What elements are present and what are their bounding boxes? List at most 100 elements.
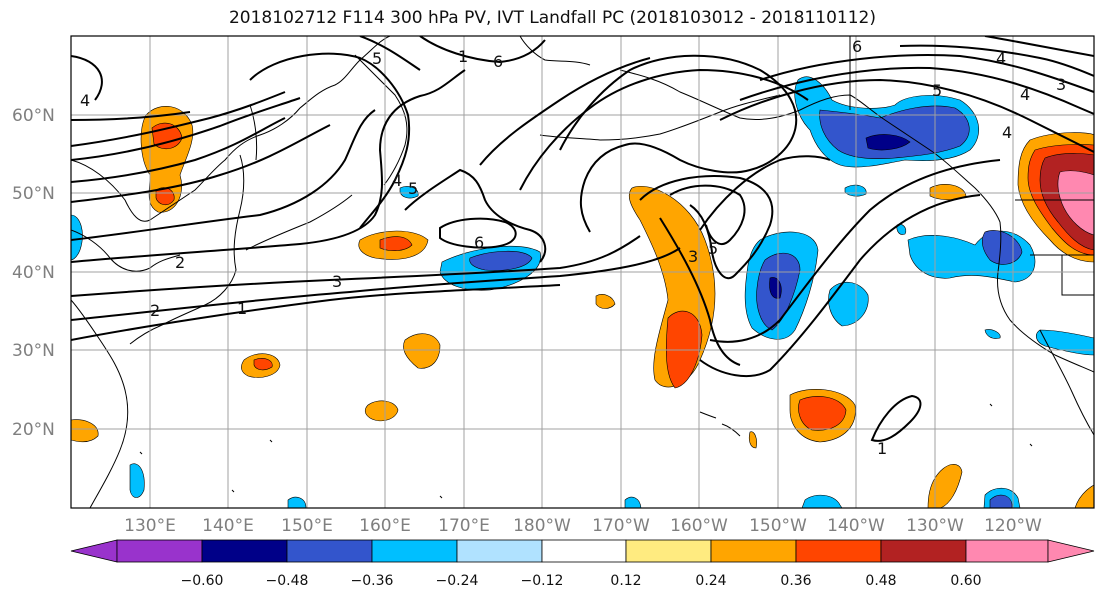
pv-contour-line bbox=[249, 52, 411, 229]
pv-contours bbox=[71, 36, 1094, 442]
negative-anomaly-blob bbox=[624, 496, 642, 508]
contour-label: 4 bbox=[1002, 123, 1012, 142]
negative-anomaly-blob bbox=[801, 494, 843, 508]
negative-anomaly-blob bbox=[71, 214, 83, 261]
colorbar-tick-label: 0.36 bbox=[780, 573, 811, 589]
pv-contour-line bbox=[699, 194, 981, 378]
contour-labels: 5 1 6 4 4 5 6 2 2 3 1 3 5 4 1 6 4 5 4 3 bbox=[80, 37, 1066, 458]
map-title: 2018102712 F114 300 hPa PV, IVT Landfall… bbox=[228, 8, 876, 28]
longitude-labels: 130°E 140°E 150°E 160°E 170°E 180°W 170°… bbox=[124, 516, 1042, 536]
pv-contour-line bbox=[759, 54, 1094, 93]
contour-label: 4 bbox=[392, 171, 402, 190]
positive-anomaly-core bbox=[798, 396, 847, 431]
contour-label: 2 bbox=[150, 301, 160, 320]
pv-contour-line bbox=[71, 109, 376, 241]
colorbar-tick-label: −0.36 bbox=[351, 573, 394, 589]
pv-contour-line bbox=[71, 55, 103, 101]
lat-tick-label: 20°N bbox=[12, 420, 55, 440]
colorbar-tick-label: 0.24 bbox=[695, 573, 726, 589]
contour-label: 6 bbox=[493, 52, 503, 71]
contour-label: 4 bbox=[996, 49, 1006, 68]
pv-contour-line bbox=[404, 168, 547, 263]
pv-contour-line bbox=[419, 36, 546, 64]
pv-contour-line bbox=[71, 284, 561, 341]
pv-contour-line bbox=[479, 57, 651, 166]
colorbar-segment bbox=[710, 539, 797, 563]
colorbar-extend-low bbox=[70, 539, 118, 563]
contour-label: 3 bbox=[332, 272, 342, 291]
pv-contour-line bbox=[639, 175, 774, 280]
contour-label: 4 bbox=[1020, 85, 1030, 104]
shaded-fields bbox=[71, 76, 1094, 508]
asia-coastline bbox=[71, 36, 391, 222]
positive-anomaly-blob bbox=[403, 333, 441, 369]
baja-coast bbox=[1039, 329, 1094, 436]
lon-tick-label: 180°W bbox=[513, 516, 571, 536]
negative-anomaly-core bbox=[819, 105, 970, 160]
pv-contour-line bbox=[699, 155, 831, 231]
contour-label: 2 bbox=[175, 253, 185, 272]
lat-tick-label: 50°N bbox=[12, 184, 55, 204]
negative-anomaly-blob bbox=[399, 186, 419, 199]
kamchatka-coastline bbox=[354, 54, 408, 186]
contour-label: 3 bbox=[688, 247, 698, 266]
positive-anomaly-blob bbox=[1074, 484, 1094, 508]
negative-anomaly-blob bbox=[896, 223, 907, 235]
pv-contour-line bbox=[71, 97, 301, 161]
pv-contour-line bbox=[559, 54, 798, 233]
pv-contour-line bbox=[519, 68, 809, 191]
negative-anomaly-blob bbox=[129, 463, 145, 498]
negative-anomaly-blob bbox=[287, 496, 307, 508]
colorbar-segment bbox=[795, 539, 882, 563]
lon-tick-label: 150°E bbox=[281, 516, 333, 536]
colorbar-segment bbox=[880, 539, 967, 563]
negative-anomaly-max bbox=[865, 134, 911, 151]
hawaiian-islands bbox=[699, 411, 741, 437]
pv-contour-line bbox=[359, 36, 421, 71]
colorbar-segment bbox=[456, 539, 543, 563]
lon-tick-label: 160°W bbox=[670, 516, 728, 536]
asia-coastline bbox=[71, 229, 181, 272]
pv-contour-line bbox=[71, 69, 466, 263]
colorbar-segment bbox=[965, 539, 1049, 563]
lon-tick-label: 120°W bbox=[984, 516, 1042, 536]
colorbar-segment bbox=[541, 539, 627, 563]
sakhalin bbox=[249, 104, 258, 161]
contour-label: 1 bbox=[237, 299, 247, 318]
colorbar-tick-label: 0.12 bbox=[610, 573, 641, 589]
pv-contour-line bbox=[984, 36, 1094, 57]
colorbar-segment bbox=[201, 539, 288, 563]
pv-contour-line bbox=[71, 235, 641, 297]
pv-contour-line bbox=[719, 78, 1094, 153]
lon-tick-label: 130°E bbox=[124, 516, 176, 536]
contour-label: 4 bbox=[80, 91, 90, 110]
colorbar-tick-label: 0.60 bbox=[950, 573, 981, 589]
pv-contour-line bbox=[439, 217, 517, 249]
pv-contour-line bbox=[669, 184, 746, 245]
colorbar-extend-high bbox=[1047, 539, 1095, 563]
colorbar bbox=[70, 539, 1095, 563]
pv-contour-line bbox=[899, 44, 1094, 77]
positive-anomaly-blob bbox=[364, 400, 399, 422]
pv-contour-line bbox=[71, 124, 331, 203]
contour-label: 6 bbox=[474, 233, 484, 252]
lon-tick-label: 130°W bbox=[906, 516, 964, 536]
pv-contour-line bbox=[870, 394, 922, 442]
contour-label: 3 bbox=[1056, 75, 1066, 94]
contour-label: 5 bbox=[408, 179, 418, 198]
colorbar-ticks: −0.60 −0.48 −0.36 −0.24 −0.12 0.12 0.24 … bbox=[181, 573, 982, 589]
pacific-atolls bbox=[139, 403, 1033, 499]
colorbar-segment bbox=[625, 539, 712, 563]
positive-anomaly-max bbox=[1057, 170, 1094, 236]
negative-anomaly-core bbox=[989, 494, 1013, 508]
negative-anomaly-core bbox=[469, 250, 533, 271]
negative-anomaly-blob bbox=[828, 282, 869, 327]
lon-tick-label: 160°E bbox=[359, 516, 411, 536]
pv-contour-line bbox=[71, 111, 191, 121]
contour-label: 1 bbox=[458, 47, 468, 66]
asia-coastline bbox=[71, 299, 129, 508]
north-america-coast bbox=[997, 221, 1094, 373]
colorbar-segment bbox=[286, 539, 373, 563]
us-state-line bbox=[1030, 254, 1094, 296]
